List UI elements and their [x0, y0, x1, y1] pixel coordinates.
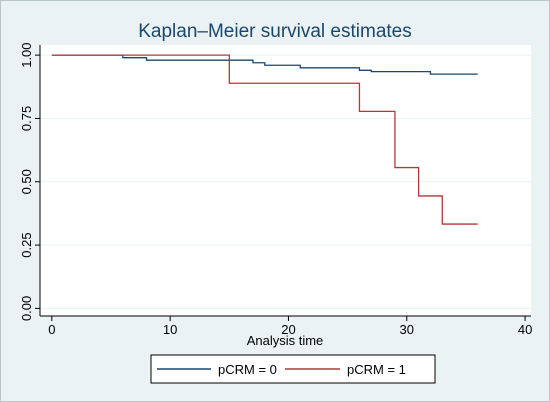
- y-tick-label-3: 0.75: [19, 106, 34, 131]
- series-line-1: [51, 54, 478, 225]
- axes: 0.00 0.25 0.50 0.75 1.00 0 10 20 30 40: [19, 42, 532, 337]
- y-tick-label-1: 0.25: [19, 232, 34, 257]
- y-tick-label-4: 1.00: [19, 42, 34, 67]
- x-tick-label-2: 20: [281, 322, 295, 337]
- x-tick-label-1: 10: [163, 322, 177, 337]
- legend-label-1: pCRM = 1: [347, 362, 406, 377]
- chart-title: Kaplan–Meier survival estimates: [138, 21, 412, 42]
- x-tick-label-0: 0: [48, 322, 55, 337]
- y-tick-label-2: 0.50: [19, 169, 34, 194]
- y-tick-label-0: 0.00: [19, 296, 34, 321]
- legend: pCRM = 0 pCRM = 1: [150, 354, 436, 384]
- series-line-0: [51, 54, 478, 75]
- series-lines: [51, 54, 478, 225]
- plot-area: [40, 45, 531, 316]
- legend-label-0: pCRM = 0: [218, 362, 277, 377]
- x-tick-label-4: 40: [518, 322, 532, 337]
- x-tick-label-3: 30: [400, 322, 414, 337]
- x-axis-label: Analysis time: [247, 333, 324, 348]
